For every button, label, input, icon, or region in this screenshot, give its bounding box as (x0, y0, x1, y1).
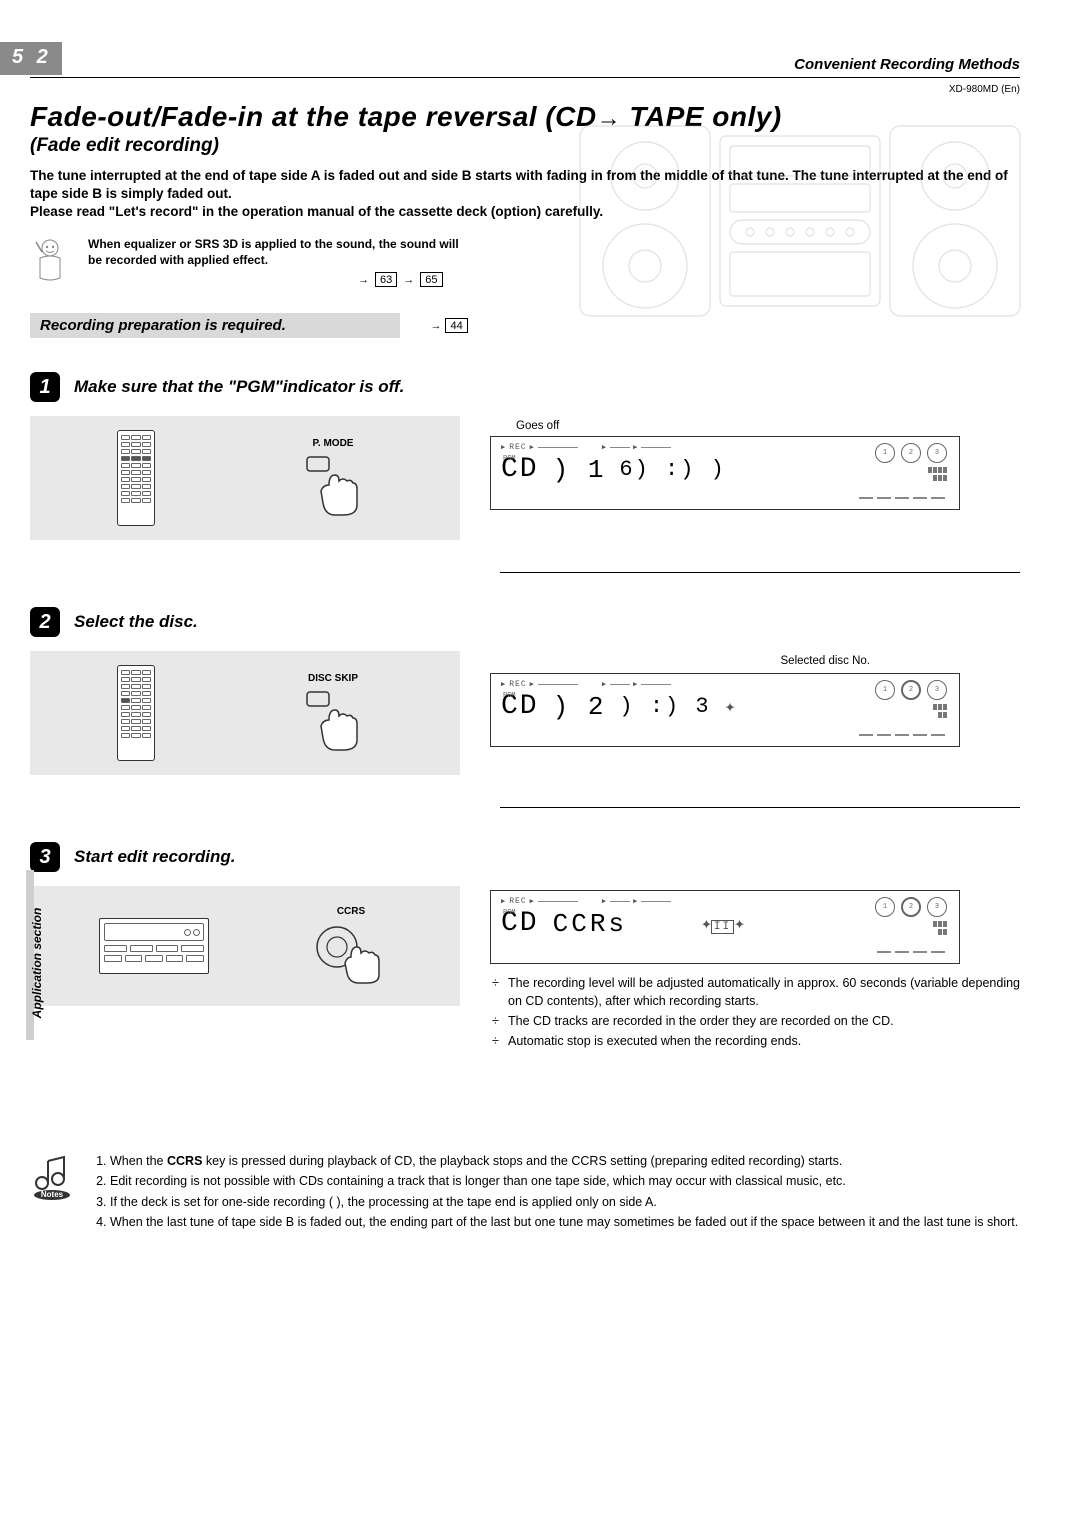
svg-text:Notes: Notes (41, 1190, 64, 1199)
step-1-anno: Goes off (516, 420, 1020, 432)
equalizer-callout: When equalizer or SRS 3D is applied to t… (88, 236, 468, 268)
side-tab-label: Application section (30, 888, 44, 1038)
ccrs-label: CCRS (337, 906, 365, 917)
notes-icon: Notes (30, 1153, 78, 1201)
step-3-right-panel: PGM ▶REC▶ ▶▶ CD CCRs ✦II✦ 123 ÷The recor… (490, 886, 1020, 1053)
step-2-right-panel: Selected disc No. PGM ▶REC▶ ▶▶ CD ) 2 ) … (490, 651, 1020, 747)
footer-notes: Notes When the CCRS key is pressed durin… (30, 1153, 1020, 1235)
step-3-number: 3 (30, 842, 60, 872)
callout-refs: →63 →65 (358, 272, 468, 287)
step-3-title: Start edit recording. (74, 847, 236, 867)
step-2-title: Select the disc. (74, 612, 198, 632)
cassette-deck-icon (99, 918, 209, 974)
stereo-system-illustration (570, 96, 1030, 346)
divider-2 (500, 807, 1020, 808)
step-1-right-panel: Goes off PGM ▶REC▶ ▶▶ CD ) 1 6) :) ) 123 (490, 416, 1020, 510)
disc-skip-button: DISC SKIP (293, 673, 373, 754)
side-tab: Application section (26, 870, 44, 1040)
ref-63: 63 (375, 272, 397, 287)
spark-icon: ✦ (725, 696, 738, 718)
disp1-r2: 6) :) ) (619, 457, 725, 482)
step-3: 3 Start edit recording. CCRS (30, 842, 1020, 1053)
pause-spark-icon: ✦II✦ (701, 913, 747, 935)
step-1-number: 1 (30, 372, 60, 402)
footer-note-4: When the last tune of tape side B is fad… (110, 1214, 1018, 1232)
disp1-r1: ) 1 (553, 455, 606, 485)
step-1-title: Make sure that the "PGM"indicator is off… (74, 377, 404, 397)
hand-press-dial-icon (311, 921, 391, 987)
step-1-left-panel: P. MODE (30, 416, 460, 540)
prep-ref: →44 (430, 318, 467, 333)
remote-control-icon (117, 430, 155, 526)
step-2-number: 2 (30, 607, 60, 637)
ref-65: 65 (420, 272, 442, 287)
prep-bar: Recording preparation is required. (30, 313, 400, 338)
step-2: 2 Select the disc. DISC SKIP (30, 607, 1020, 775)
note-3-3: Automatic stop is executed when the reco… (508, 1032, 801, 1050)
footer-note-3: If the deck is set for one-side recordin… (110, 1194, 1018, 1212)
section-header: Convenient Recording Methods (30, 56, 1020, 78)
hand-press-icon (293, 688, 373, 754)
footer-note-2: Edit recording is not possible with CDs … (110, 1173, 1018, 1191)
step-1-display: PGM ▶REC▶ ▶▶ CD ) 1 6) :) ) 123 (490, 436, 960, 510)
footer-note-1: When the CCRS key is pressed during play… (110, 1153, 1018, 1171)
model-code: XD-980MD (En) (30, 84, 1020, 95)
footer-notes-list: When the CCRS key is pressed during play… (92, 1153, 1018, 1235)
disc-skip-label: DISC SKIP (308, 673, 358, 684)
pmode-label: P. MODE (313, 438, 354, 449)
hero-row: When equalizer or SRS 3D is applied to t… (30, 236, 1020, 287)
step-3-left-panel: CCRS (30, 886, 460, 1006)
disp2-r2: ) :) 3 (619, 694, 710, 719)
disp2-r1: ) 2 (553, 692, 606, 722)
note-3-1: The recording level will be adjusted aut… (508, 974, 1020, 1010)
disp3-r1: CCRs (553, 909, 627, 939)
step-2-display: PGM ▶REC▶ ▶▶ CD ) 2 ) :) 3 ✦ 123 (490, 673, 960, 747)
step-2-left-panel: DISC SKIP (30, 651, 460, 775)
page-number: 5 2 (0, 42, 62, 75)
pmode-button: P. MODE (293, 438, 373, 519)
conductor-icon (30, 236, 70, 284)
step-2-anno: Selected disc No. (490, 655, 960, 667)
step-3-notes: ÷The recording level will be adjusted au… (492, 974, 1020, 1051)
ref-44: 44 (445, 318, 467, 333)
remote-control-icon (117, 665, 155, 761)
ccrs-button: CCRS (311, 906, 391, 987)
note-3-2: The CD tracks are recorded in the order … (508, 1012, 894, 1030)
divider-1 (500, 572, 1020, 573)
title-part1: Fade-out/Fade-in at the tape reversal (C… (30, 101, 597, 132)
hand-press-icon (293, 453, 373, 519)
step-1: 1 Make sure that the "PGM"indicator is o… (30, 372, 1020, 540)
step-3-display: PGM ▶REC▶ ▶▶ CD CCRs ✦II✦ 123 (490, 890, 960, 964)
